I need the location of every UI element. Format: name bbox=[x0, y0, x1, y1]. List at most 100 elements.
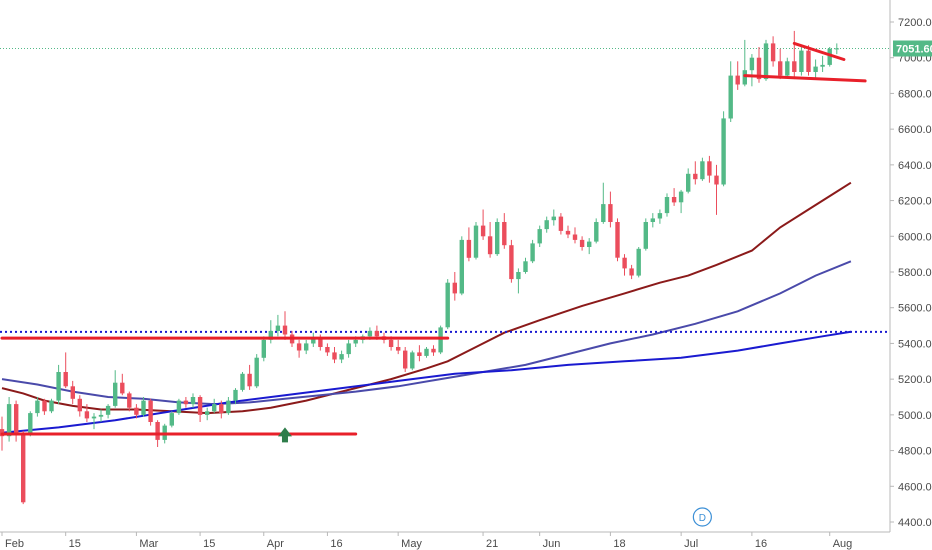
dividend-marker-icon bbox=[692, 507, 712, 527]
candle-body bbox=[226, 400, 231, 414]
candle-body bbox=[410, 352, 415, 369]
candle-body bbox=[495, 222, 500, 255]
candle-body bbox=[693, 173, 698, 180]
candle-body bbox=[516, 272, 521, 280]
candle-body bbox=[261, 339, 266, 358]
price-tick-label: 6200.00 bbox=[898, 196, 932, 208]
candle-body bbox=[622, 257, 627, 269]
time-tick-label: Mar bbox=[139, 538, 158, 550]
candle-body bbox=[452, 282, 457, 294]
candle-body bbox=[49, 400, 54, 412]
candle-body bbox=[608, 204, 613, 222]
candle-body bbox=[572, 234, 578, 240]
candle-body bbox=[176, 400, 182, 414]
candle-body bbox=[799, 50, 804, 72]
candle-body bbox=[480, 225, 486, 237]
candle-body bbox=[212, 404, 217, 412]
candle-body bbox=[615, 222, 620, 258]
candle-body bbox=[120, 382, 125, 394]
candle-body bbox=[169, 413, 174, 426]
candle-body bbox=[353, 339, 358, 344]
candle-body bbox=[558, 216, 564, 231]
candle-body bbox=[664, 197, 670, 214]
candle-body bbox=[770, 43, 776, 62]
candle-body bbox=[155, 422, 160, 440]
candle-body bbox=[190, 397, 196, 405]
candle-body bbox=[91, 416, 97, 419]
trendline bbox=[792, 41, 846, 61]
time-axis[interactable]: Feb 15 Mar 15 Apr 16 May 21 Jun 18 Jul 16 Aug bbox=[1, 532, 853, 550]
candle-body bbox=[756, 57, 762, 80]
candle-body bbox=[445, 282, 450, 328]
candle-body bbox=[35, 400, 40, 414]
moving-average-line bbox=[1, 181, 852, 415]
price-tick-label: 6400.00 bbox=[898, 160, 932, 172]
candle-body bbox=[332, 352, 337, 360]
candle-body bbox=[466, 239, 472, 258]
candle-body bbox=[601, 204, 606, 222]
candle-body bbox=[834, 48, 839, 50]
candle-body bbox=[304, 343, 309, 351]
candle-body bbox=[205, 411, 210, 415]
candle-body bbox=[749, 57, 755, 71]
candle-body bbox=[502, 222, 507, 246]
candle-body bbox=[728, 75, 733, 119]
candle-body bbox=[551, 216, 556, 221]
markers: D bbox=[277, 427, 712, 527]
time-tick-label: Feb bbox=[5, 538, 24, 550]
candle-body bbox=[671, 197, 677, 203]
trendline bbox=[743, 74, 867, 83]
candle-body bbox=[77, 398, 82, 412]
last-price-tag: 7051.60 bbox=[893, 40, 932, 57]
price-tick-label: 5200.00 bbox=[898, 374, 932, 386]
candle-body bbox=[459, 239, 464, 294]
candle-body bbox=[565, 230, 571, 235]
candle-body bbox=[56, 372, 61, 401]
time-tick-label: Aug bbox=[833, 538, 853, 550]
last-price-badge bbox=[893, 40, 932, 57]
candle-body bbox=[487, 236, 493, 255]
candle-body bbox=[98, 414, 104, 417]
candle-body bbox=[127, 393, 132, 408]
candle-body bbox=[6, 404, 12, 437]
candle-body bbox=[523, 261, 528, 272]
candle-body bbox=[346, 343, 351, 355]
candle-body bbox=[268, 330, 273, 340]
candle-body bbox=[636, 248, 641, 276]
candle-body bbox=[813, 66, 818, 72]
price-tick-label: 4800.00 bbox=[898, 446, 932, 458]
candle-body bbox=[28, 413, 33, 433]
candle-body bbox=[21, 432, 26, 503]
time-tick-label: 18 bbox=[613, 538, 625, 550]
candle-body bbox=[707, 161, 712, 176]
last-price-label: 7051.60 bbox=[896, 44, 932, 56]
time-tick-label: 21 bbox=[486, 538, 498, 550]
time-tick-label: 16 bbox=[755, 538, 767, 550]
price-axis[interactable]: 7200.007000.006800.006600.006400.006200.… bbox=[890, 17, 932, 529]
candle-body bbox=[219, 404, 224, 413]
candle-body bbox=[70, 386, 75, 399]
candle-body bbox=[311, 338, 316, 344]
candle-body bbox=[686, 173, 691, 192]
candle-body bbox=[579, 239, 585, 247]
candle-body bbox=[403, 350, 408, 369]
candle-body bbox=[282, 325, 288, 335]
candle-body bbox=[254, 357, 259, 387]
price-tick-label: 6000.00 bbox=[898, 231, 932, 243]
candle-body bbox=[148, 400, 153, 422]
price-tick-label: 5600.00 bbox=[898, 303, 932, 315]
candle-body bbox=[374, 330, 380, 337]
candle-body bbox=[233, 389, 238, 401]
levels bbox=[0, 48, 890, 333]
candle-body bbox=[113, 382, 118, 406]
candle-body bbox=[820, 64, 825, 67]
candle-body bbox=[792, 61, 797, 72]
candle-body bbox=[396, 347, 401, 351]
price-tick-label: 5000.00 bbox=[898, 410, 932, 422]
candle-body bbox=[388, 339, 394, 347]
candle-body bbox=[105, 405, 111, 415]
candle-body bbox=[714, 175, 719, 185]
moving-averages bbox=[1, 181, 852, 434]
candle-body bbox=[424, 348, 429, 356]
